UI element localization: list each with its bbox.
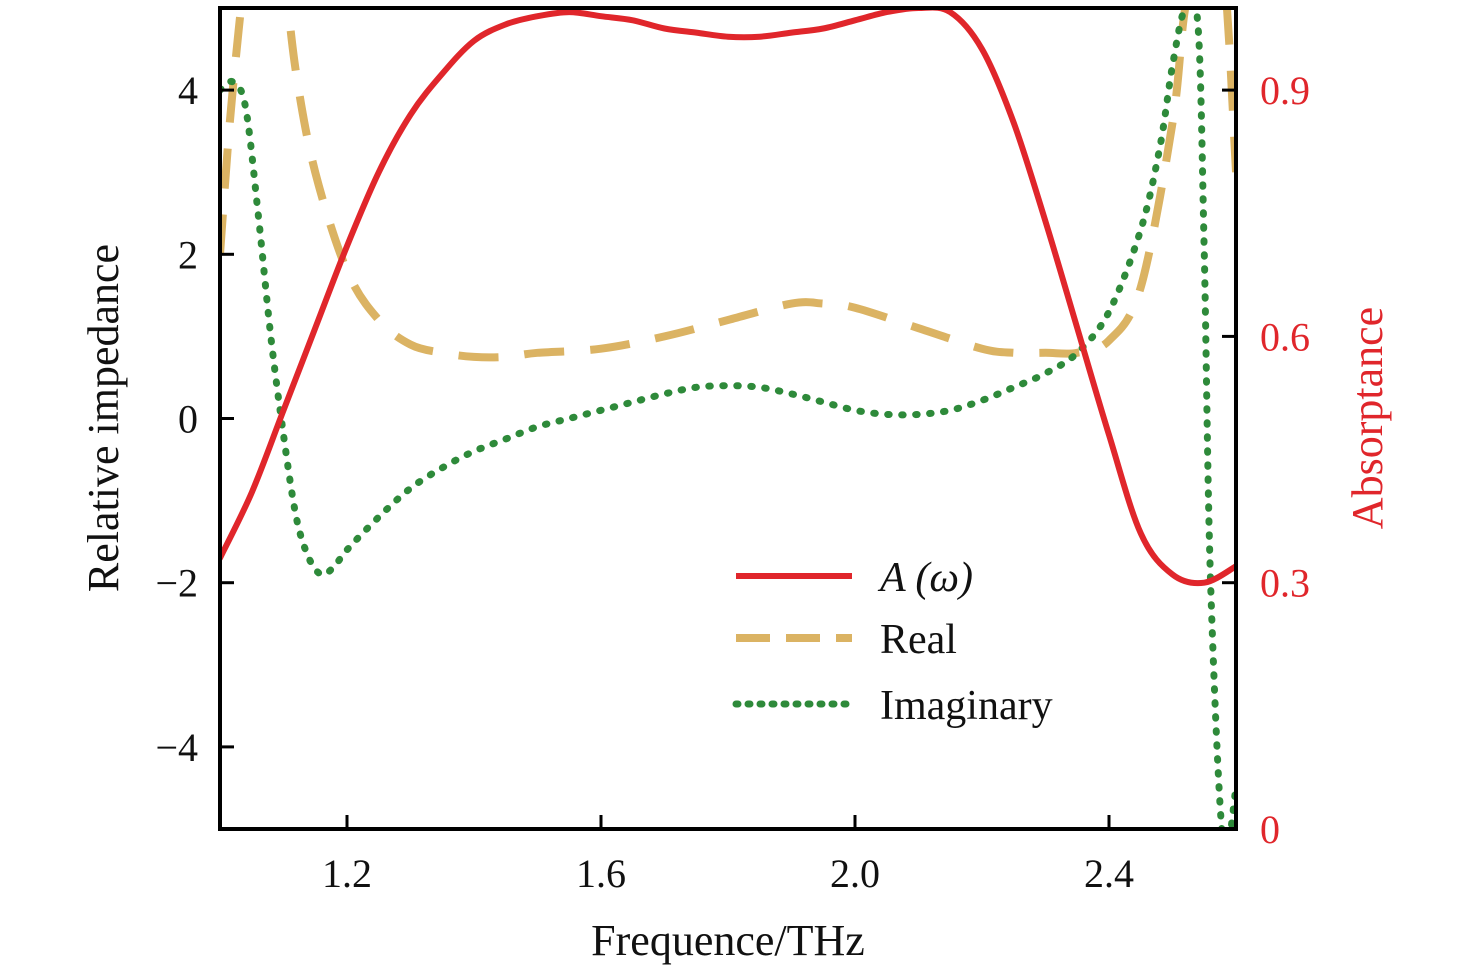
y-left-axis-title: Relative impedance — [79, 244, 128, 592]
y-right-tick-label: 0.3 — [1260, 561, 1310, 606]
y-left-tick-label: 0 — [178, 397, 198, 442]
series-layer — [220, 8, 1236, 829]
series-line-absorptance — [220, 8, 1236, 587]
x-tick-label: 2.0 — [830, 851, 880, 896]
series-line-imaginary — [220, 8, 1236, 829]
x-axis-title: Frequence/THz — [591, 916, 865, 965]
x-tick-label: 2.4 — [1084, 851, 1134, 896]
y-right-tick-label: 0.9 — [1260, 68, 1310, 113]
y-left-tick-label: 2 — [178, 232, 198, 277]
y-right-axis-title: Absorptance — [1343, 307, 1392, 529]
legend-label-real: Real — [880, 617, 957, 663]
legend-label-imaginary: Imaginary — [880, 683, 1053, 729]
plot-frame — [218, 6, 1238, 831]
legend-label-absorptance: A (ω) — [877, 555, 973, 601]
legend: A (ω) Real Imaginary — [732, 555, 1053, 729]
y-left-tick-label: −4 — [155, 725, 198, 770]
y-left-tick-label: −2 — [155, 561, 198, 606]
x-tick-label: 1.6 — [576, 851, 626, 896]
y-right-tick-label: 0 — [1260, 807, 1280, 852]
y-left-tick-label: 4 — [178, 68, 198, 113]
ticks-layer: 1.2 1.6 2.0 2.4 −4 −2 0 2 4 0 0.3 0.6 0.9 — [155, 68, 1310, 896]
x-tick-label: 1.2 — [322, 851, 372, 896]
y-right-tick-label: 0.6 — [1260, 314, 1310, 359]
series-line-real — [220, 8, 1236, 362]
